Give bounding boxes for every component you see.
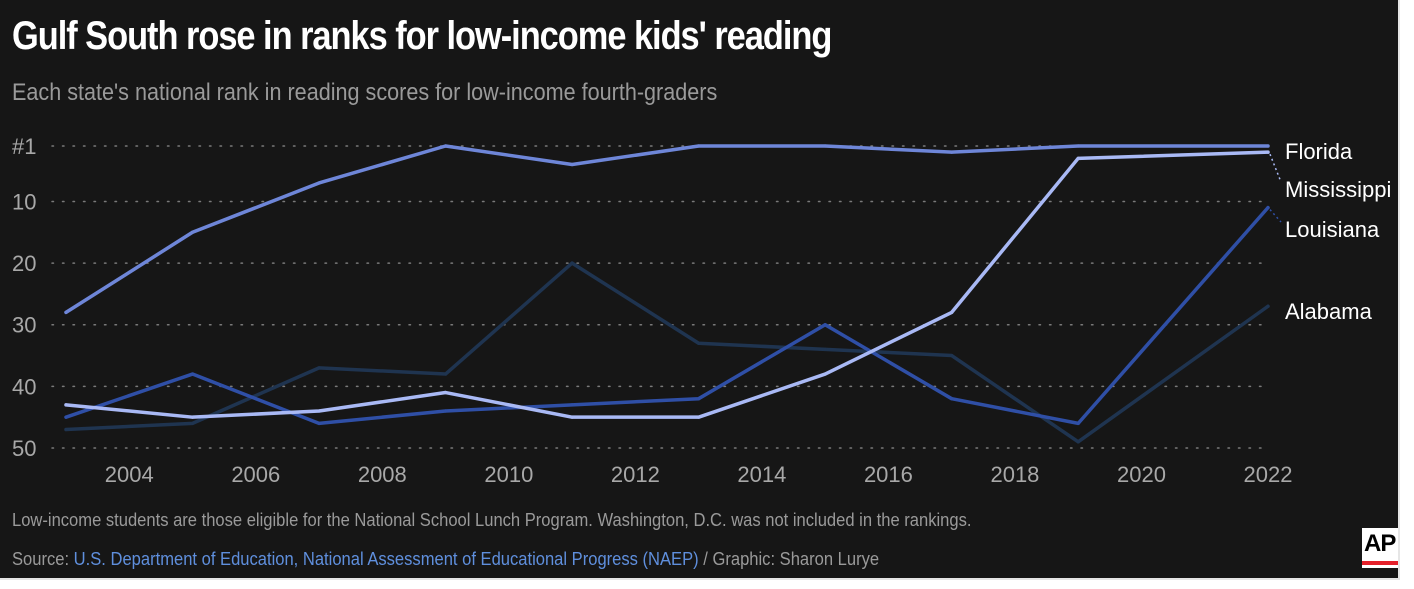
data-point-mississippi: [443, 390, 448, 395]
data-point-louisiana: [317, 421, 321, 425]
y-tick-label: 30: [12, 313, 36, 338]
series-line-mississippi: [64, 150, 1270, 419]
data-point-mississippi: [1076, 156, 1080, 160]
chart-title: Gulf South rose in ranks for low-income …: [12, 14, 832, 58]
series-line-florida: [64, 144, 1270, 315]
x-tick-label: 2012: [611, 462, 660, 487]
series-label-florida: Florida: [1285, 139, 1353, 164]
series-line-louisiana: [64, 205, 1270, 426]
line-chart: #1 10 20 30 40 50 2004 2006 2008 2010 2012 2014 201…: [12, 134, 1391, 487]
x-tick-label: 2016: [864, 462, 913, 487]
chart-subtitle: Each state's national rank in reading sc…: [12, 79, 718, 106]
data-point-mississippi: [697, 415, 701, 419]
data-point-alabama: [1076, 440, 1080, 444]
data-point-louisiana: [950, 397, 954, 401]
data-point-florida: [64, 310, 68, 315]
x-tick-label: 2014: [737, 462, 786, 487]
y-tick-label: 40: [12, 374, 36, 399]
series-lines: [64, 144, 1270, 444]
data-point-alabama: [697, 341, 701, 345]
label-leader-mississippi: [1269, 153, 1282, 183]
data-point-louisiana: [1076, 421, 1080, 425]
series-labels: Florida Mississippi Louisiana Alabama: [1269, 139, 1391, 324]
x-tick-label: 2004: [105, 462, 154, 487]
data-point-alabama: [317, 366, 321, 370]
gridlines: [51, 145, 1269, 449]
x-axis-ticks: 2004 2006 2008 2010 2012 2014 2016 2018 2020 2022: [105, 462, 1293, 487]
data-point-louisiana: [190, 372, 195, 376]
data-point-mississippi: [1266, 150, 1270, 154]
data-point-alabama: [443, 372, 448, 376]
y-tick-label: 50: [12, 436, 36, 461]
ap-logo: AP: [1362, 528, 1398, 568]
data-point-florida: [570, 162, 574, 167]
series-label-alabama: Alabama: [1285, 299, 1373, 324]
source-link[interactable]: U.S. Department of Education, National A…: [73, 549, 699, 569]
data-point-mississippi: [823, 372, 827, 376]
ap-logo-bar: [1362, 561, 1398, 565]
source-prefix: Source:: [12, 549, 74, 569]
data-point-florida: [443, 144, 448, 148]
data-point-florida: [317, 181, 321, 185]
data-point-alabama: [823, 347, 827, 351]
ap-logo-text: AP: [1364, 530, 1396, 557]
y-tick-label: #1: [12, 134, 36, 159]
data-point-louisiana: [823, 323, 827, 327]
data-point-florida: [1266, 144, 1270, 148]
y-tick-label: 10: [12, 189, 36, 214]
data-point-mississippi: [190, 415, 195, 419]
source-credit: / Graphic: Sharon Lurye: [698, 549, 880, 569]
data-point-mississippi: [950, 310, 954, 315]
x-tick-label: 2022: [1244, 462, 1293, 487]
source-line: Source: U.S. Department of Education, Na…: [12, 547, 879, 571]
y-tick-label: 20: [12, 251, 36, 276]
series-label-louisiana: Louisiana: [1285, 217, 1380, 242]
data-point-alabama: [1266, 304, 1270, 308]
data-point-florida: [823, 144, 827, 148]
data-point-mississippi: [317, 409, 321, 413]
data-point-alabama: [570, 261, 574, 265]
data-point-alabama: [190, 421, 195, 425]
x-tick-label: 2006: [231, 462, 280, 487]
x-tick-label: 2010: [484, 462, 533, 487]
data-point-florida: [697, 144, 701, 148]
y-axis-ticks: #1 10 20 30 40 50: [12, 134, 36, 461]
data-point-louisiana: [1266, 206, 1270, 210]
series-line-alabama: [64, 261, 1270, 444]
data-point-louisiana: [570, 403, 574, 407]
data-point-louisiana: [697, 397, 701, 401]
footnote: Low-income students are those eligible f…: [12, 510, 972, 530]
x-tick-label: 2018: [990, 462, 1039, 487]
x-tick-label: 2020: [1117, 462, 1166, 487]
data-point-mississippi: [570, 415, 574, 419]
data-point-mississippi: [64, 403, 68, 407]
data-point-louisiana: [443, 409, 448, 413]
data-point-florida: [950, 150, 954, 154]
series-label-mississippi: Mississippi: [1285, 177, 1391, 202]
x-tick-label: 2008: [358, 462, 407, 487]
data-point-florida: [190, 230, 195, 234]
chart-card: Gulf South rose in ranks for low-income …: [0, 0, 1400, 580]
data-point-alabama: [950, 353, 954, 358]
data-point-alabama: [64, 427, 68, 432]
data-point-louisiana: [64, 415, 68, 419]
data-point-florida: [1076, 144, 1080, 148]
label-leader-louisiana: [1269, 209, 1282, 223]
